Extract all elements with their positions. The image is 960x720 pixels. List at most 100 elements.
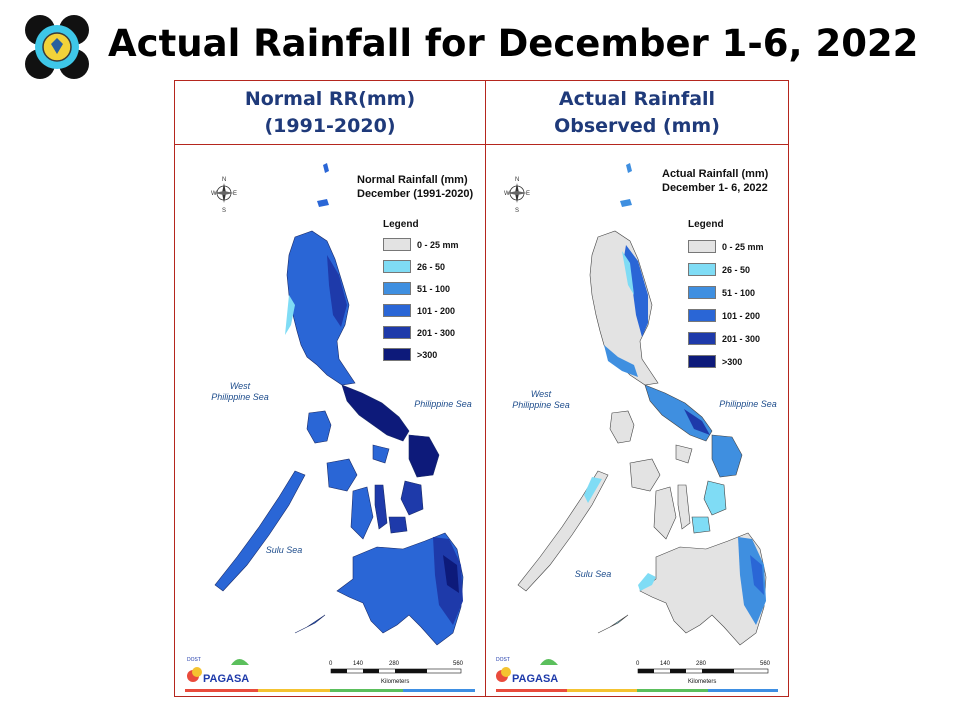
legend-swatch [688,332,716,345]
bicol-tip [684,409,710,435]
compass-w-label: W [211,191,217,197]
normal-legend-item: 201 - 300 [383,325,455,340]
scale-label-560: 560 [760,661,771,667]
legend-label: >300 [417,349,438,360]
normal-header-line2: (1991-2020) [264,114,396,137]
masbate-island [372,444,390,464]
west-sea-line2: Philippine Sea [211,392,269,402]
actual-rainfall-panel: Actual Rainfall Observed (mm) [486,81,788,696]
compass-rose-icon: N S W E [504,177,530,213]
actual-map-title-line2: December 1- 6, 2022 [662,182,768,194]
batanes-islands [620,163,632,207]
bohol-island [691,516,711,534]
legend-label: 0 - 25 mm [722,241,764,252]
palawan-northeast [584,477,602,503]
mindanao-island [639,532,767,646]
palawan-island [517,470,609,592]
bicol-peninsula [644,384,713,442]
legend-swatch [688,263,716,276]
slide-title: Actual Rainfall for December 1-6, 2022 [108,22,919,65]
mindanao-east-coast [738,537,766,625]
pagasa-name-text: PAGASA [203,673,249,685]
panay-island [629,458,661,492]
luzon-east-fringe [622,251,634,295]
cebu-island [677,484,691,530]
normal-rainfall-panel: Normal RR(mm) (1991-2020) [175,81,486,696]
strip-yellow [566,689,637,692]
samar-island [711,434,743,478]
mindoro-island [306,410,332,444]
legend-label: 51 - 100 [722,287,756,298]
legend-swatch [383,282,411,295]
compass-s-label: S [222,208,226,213]
batanes-islands [317,163,329,207]
actual-legend-item: 26 - 50 [688,262,750,277]
normal-legend-item: 51 - 100 [383,281,450,296]
masbate-island [675,444,693,464]
strip-yellow [257,689,330,692]
actual-legend-item: 51 - 100 [688,285,755,300]
pagasa-dost-text: DOST [496,657,510,663]
legend-label: 26 - 50 [417,261,446,272]
zamboanga-west [638,573,656,591]
scale-unit-label: Kilometers [688,679,716,685]
leyte-island [400,480,424,516]
maps-frame: Normal RR(mm) (1991-2020) [174,80,789,697]
scale-label-280: 280 [389,661,400,667]
sulu-sea-label: Sulu Sea [574,569,612,579]
normal-panel-header: Normal RR(mm) (1991-2020) [175,81,485,145]
normal-legend-item: >300 [383,347,437,362]
pagasa-dost-text: DOST [187,657,201,663]
actual-rainfall-map: Actual Rainfall (mm) December 1- 6, 2022… [488,145,786,694]
mindanao-island [336,532,464,646]
compass-e-label: E [526,191,530,197]
panay-island [326,458,358,492]
strip-blue [707,689,778,692]
bohol-island [388,516,408,534]
strip-blue [402,689,475,692]
bicol-peninsula [341,384,410,442]
strip-red [496,689,567,692]
compass-w-label: W [504,191,510,197]
scale-label-140: 140 [660,661,671,667]
legend-label: 101 - 200 [722,310,761,321]
normal-map-title-line2: December (1991-2020) [357,188,474,200]
legend-label: 201 - 300 [417,327,456,338]
actual-header-line1: Actual Rainfall [558,87,716,110]
normal-map-graphic [214,163,464,646]
normal-map-title-line1: Normal Rainfall (mm) [357,174,468,186]
actual-header-line2: Observed (mm) [554,114,720,137]
legend-label: 0 - 25 mm [417,239,459,250]
luzon-east-coast [327,255,347,327]
legend-swatch [383,348,411,361]
legend-swatch [688,355,716,368]
mindanao-southeast [750,555,764,595]
sulu-sea-label: Sulu Sea [265,545,303,555]
legend-label: 26 - 50 [722,264,751,275]
mindanao-southeast [443,555,459,593]
compass-n-label: N [222,177,226,183]
normal-header-line1: Normal RR(mm) [244,87,416,110]
compass-e-label: E [233,191,237,197]
scale-label-140: 140 [353,661,364,667]
scale-label-560: 560 [453,661,464,667]
normal-legend-item: 26 - 50 [383,259,445,274]
samar-island [408,434,440,478]
philippine-sea-label: Philippine Sea [719,399,777,409]
sulu-archipelago [597,614,629,634]
legend-label: 51 - 100 [417,283,451,294]
normal-legend-item: 0 - 25 mm [383,237,459,252]
actual-map-title: Actual Rainfall (mm) December 1- 6, 2022 [662,167,768,195]
pagasa-logo-icon: DOST PAGASA [496,657,558,685]
scale-unit-label: Kilometers [381,679,409,685]
dost-logo-icon [24,14,90,80]
scale-label-280: 280 [696,661,707,667]
legend-swatch [688,286,716,299]
actual-legend-item: >300 [688,354,742,369]
luzon-west-coast [285,295,295,335]
legend-swatch [383,260,411,273]
mindoro-island [609,410,635,444]
west-philippine-sea-label: West Philippine Sea [205,381,275,403]
actual-legend-item: 101 - 200 [688,308,760,323]
legend-swatch [383,304,411,317]
